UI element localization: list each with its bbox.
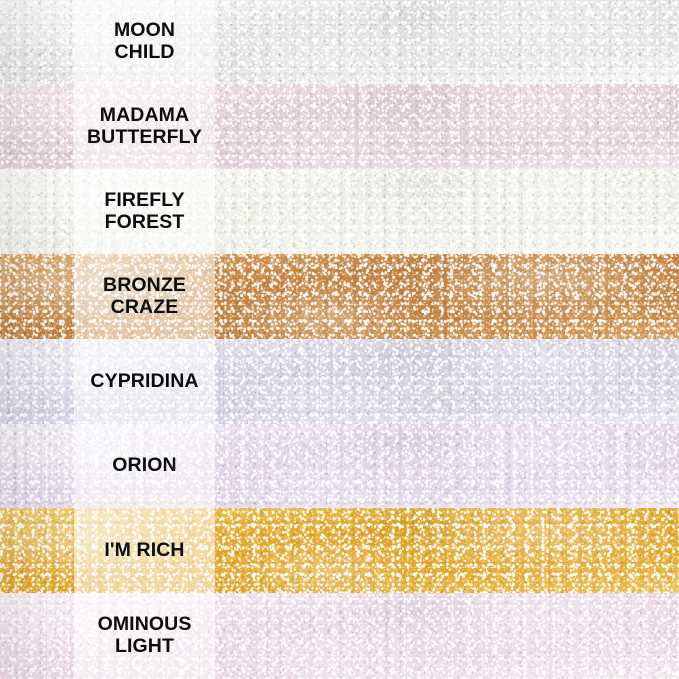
shade-name-line: FIREFLY [104, 188, 185, 211]
shade-band: MOON CHILD [0, 0, 679, 84]
shade-name-line: BRONZE [103, 273, 186, 296]
shade-name-line: CRAZE [110, 295, 179, 318]
shade-name-line: LIGHT [115, 635, 174, 657]
shade-name-label: OMINOUS LIGHT [74, 593, 215, 679]
shade-band: I'M RICH [0, 508, 679, 593]
shade-band: OMINOUS LIGHT [0, 593, 679, 679]
shade-band: MADAMA BUTTERFLY [0, 84, 679, 169]
shade-name-line: FOREST [104, 210, 185, 233]
shade-name-line: CHILD [114, 41, 175, 63]
shade-name-line: MADAMA [99, 103, 190, 126]
shade-band: ORION [0, 424, 679, 508]
shade-name-label: ORION [74, 424, 215, 508]
shade-name-line: ORION [112, 454, 177, 477]
shade-name-label: MOON CHILD [74, 0, 215, 84]
shade-name-label: CYPRIDINA [74, 339, 215, 424]
shade-name-label: BRONZE CRAZE [74, 254, 215, 339]
shade-name-line: I'M RICH [104, 538, 185, 561]
shade-band: CYPRIDINA [0, 339, 679, 424]
shade-name-line: CYPRIDINA [90, 369, 199, 392]
shade-band: FIREFLY FOREST [0, 169, 679, 254]
shade-name-line: OMINOUS [97, 613, 192, 636]
shade-name-line: MOON [113, 19, 176, 42]
shade-name-label: FIREFLY FOREST [74, 169, 215, 254]
shade-band: BRONZE CRAZE [0, 254, 679, 339]
shade-name-label: MADAMA BUTTERFLY [74, 84, 215, 169]
shade-name-label: I'M RICH [74, 508, 215, 593]
shade-name-line: BUTTERFLY [86, 125, 202, 148]
